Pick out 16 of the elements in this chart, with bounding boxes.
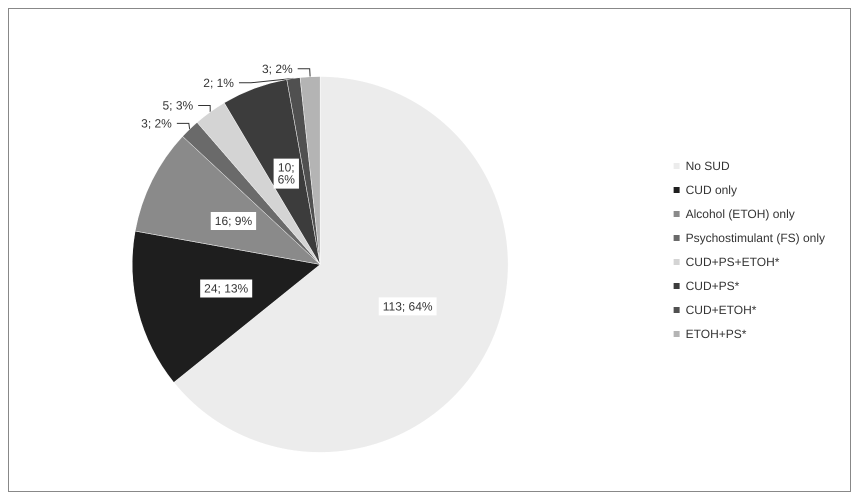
- data-label: 5; 3%: [162, 98, 194, 112]
- data-label: 3; 2%: [141, 116, 172, 130]
- data-label: 3; 2%: [262, 62, 294, 76]
- legend-label: ETOH+PS*: [686, 327, 747, 341]
- legend-label: CUD+PS*: [686, 279, 740, 293]
- legend-label: No SUD: [686, 159, 730, 173]
- legend-label: Psychostimulant (FS) only: [686, 231, 826, 245]
- data-label: 16; 9%: [214, 214, 252, 228]
- legend-label: CUD+ETOH*: [686, 303, 757, 317]
- legend-label: Alcohol (ETOH) only: [686, 207, 795, 221]
- legend-label: CUD+PS+ETOH*: [686, 255, 780, 269]
- data-label: 2; 1%: [203, 76, 234, 90]
- data-label: 113; 64%: [382, 299, 433, 314]
- legend-label: CUD only: [686, 183, 737, 197]
- data-label: 24; 13%: [204, 281, 249, 296]
- data-label: 10; 6%: [278, 160, 296, 187]
